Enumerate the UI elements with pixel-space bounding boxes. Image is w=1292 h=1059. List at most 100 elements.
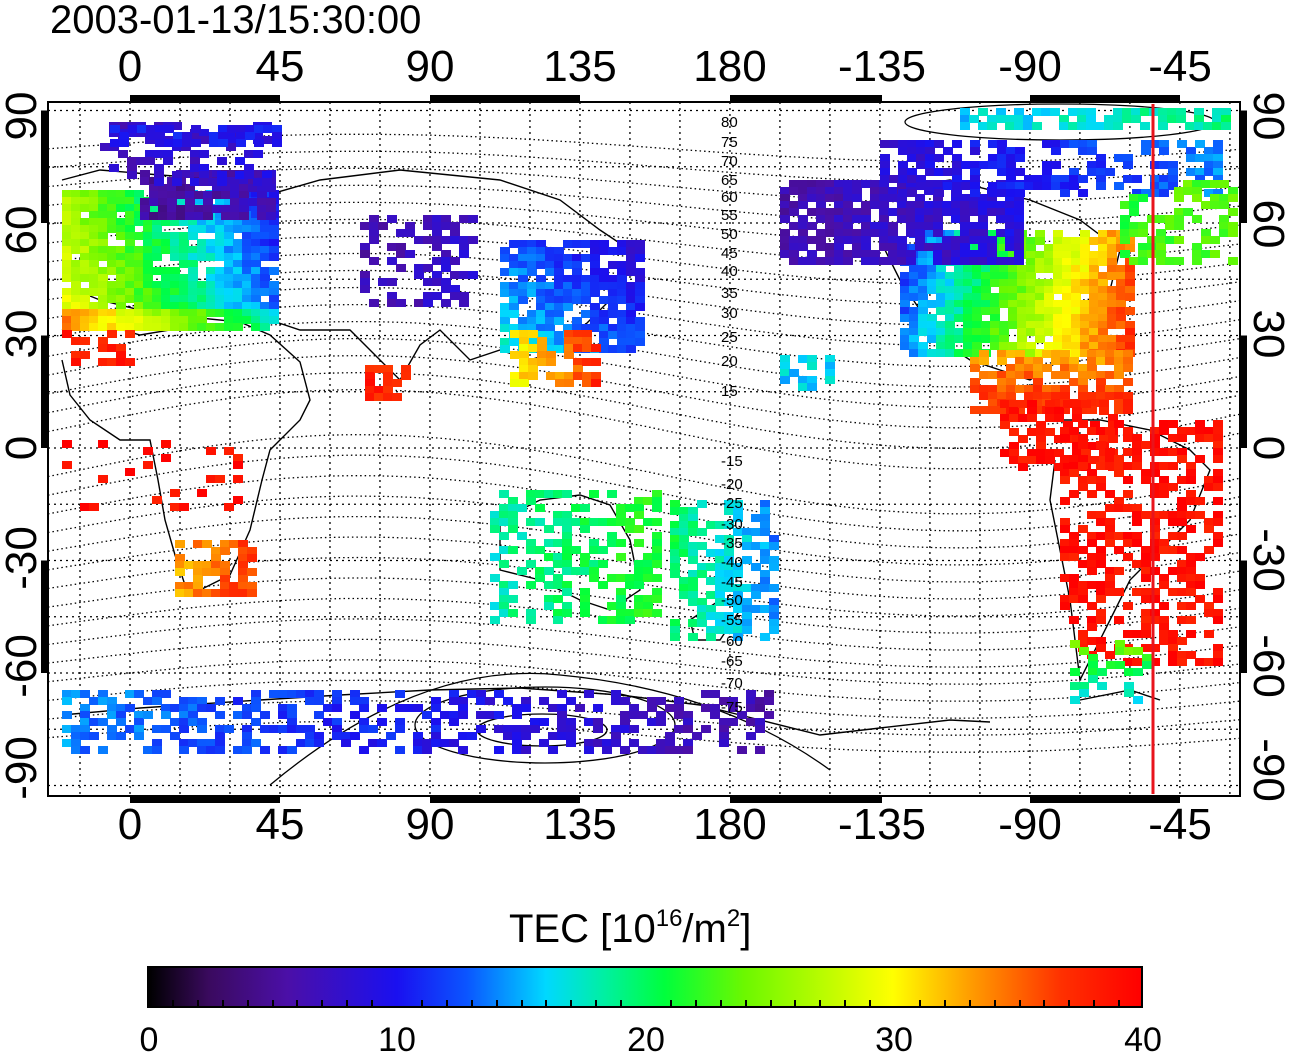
tec-cell <box>242 260 252 268</box>
tec-cell <box>269 232 279 240</box>
tec-cell <box>564 344 574 352</box>
tec-cell <box>563 275 573 283</box>
tec-cell <box>224 246 234 254</box>
tec-cell <box>278 725 288 733</box>
tec-cell <box>553 539 563 547</box>
tec-cell <box>413 732 423 740</box>
tec-cell <box>116 358 126 366</box>
colorbar-minor-tick <box>1093 1000 1096 1008</box>
tec-cell <box>888 236 898 244</box>
tec-cell <box>626 303 636 311</box>
tec-cell <box>476 725 486 733</box>
tec-cell <box>98 211 108 219</box>
tec-cell <box>1096 462 1106 470</box>
contour-label: 15 <box>721 383 738 400</box>
tec-cell <box>512 725 522 733</box>
tec-cell <box>1027 400 1037 408</box>
tec-cell <box>972 328 982 336</box>
tec-cell <box>1087 553 1097 561</box>
colorbar-minor-tick <box>620 1000 623 1008</box>
tec-cell <box>1096 350 1106 358</box>
tec-cell <box>617 331 627 339</box>
tec-cell <box>996 208 1006 216</box>
tec-cell <box>798 355 808 363</box>
tec-cell <box>906 257 916 265</box>
tec-cell <box>1204 189 1214 197</box>
tec-cell <box>1213 532 1223 540</box>
tec-cell <box>179 218 189 226</box>
tec-cell <box>1124 668 1134 676</box>
tec-cell <box>616 595 626 603</box>
tec-cell <box>62 218 72 226</box>
tec-cell <box>798 194 808 202</box>
tec-cell <box>1015 406 1025 414</box>
colorbar-minor-tick <box>1068 1000 1071 1008</box>
tec-cell <box>670 556 680 564</box>
tec-cell <box>1204 168 1214 176</box>
tec-cell <box>405 222 415 230</box>
tec-cell <box>906 222 916 230</box>
tec-cell <box>143 302 153 310</box>
bottom-tick-label: -45 <box>1148 800 1212 849</box>
tec-cell <box>996 108 1006 116</box>
tec-cell <box>807 208 817 216</box>
tec-cell <box>242 218 252 226</box>
tec-cell <box>643 574 653 582</box>
tec-cell <box>360 250 370 258</box>
tec-cell <box>161 288 171 296</box>
tec-cell <box>365 379 375 387</box>
tec-cell <box>89 190 99 198</box>
tec-cell <box>683 711 693 719</box>
tec-cell <box>539 697 549 705</box>
tec-cell <box>1060 518 1070 526</box>
tec-cell <box>652 588 662 596</box>
tec-cell <box>1069 364 1079 372</box>
tec-cell <box>1026 321 1036 329</box>
tec-cell <box>942 201 952 209</box>
contour-label: 45 <box>721 245 738 262</box>
tec-cell <box>140 212 150 220</box>
tec-cell <box>945 342 955 350</box>
tec-cell <box>852 208 862 216</box>
tec-cell <box>1070 640 1080 648</box>
tec-cell <box>431 725 441 733</box>
tec-cell <box>197 746 207 754</box>
tec-cell <box>387 292 397 300</box>
tec-cell <box>572 240 582 248</box>
tec-cell <box>1087 427 1097 435</box>
tec-cell <box>934 140 944 148</box>
tec-cell <box>1150 469 1160 477</box>
tec-cell <box>780 236 790 244</box>
tec-cell <box>253 150 263 158</box>
tec-cell <box>143 746 153 754</box>
tec-cell <box>701 725 711 733</box>
tec-cell <box>553 595 563 603</box>
tec-cell <box>1228 208 1238 216</box>
tec-cell <box>152 323 162 331</box>
tec-cell <box>247 568 257 576</box>
tec-cell <box>161 274 171 282</box>
tec-cell <box>780 250 790 258</box>
tec-cell <box>536 289 546 297</box>
tec-cell <box>332 704 342 712</box>
tec-cell <box>233 302 243 310</box>
tec-cell <box>143 274 153 282</box>
tec-cell <box>900 279 910 287</box>
contour-label: 30 <box>721 305 738 322</box>
tec-cell <box>1132 539 1142 547</box>
tec-cell <box>1069 546 1079 554</box>
tec-cell <box>572 289 582 297</box>
right-tick-label: 0 <box>1244 435 1292 461</box>
tec-cell <box>152 239 162 247</box>
tec-cell <box>80 232 90 240</box>
tec-cell <box>620 746 630 754</box>
tec-cell <box>1194 122 1204 130</box>
tec-cell <box>440 711 450 719</box>
tec-cell <box>688 507 698 515</box>
tec-cell <box>1072 442 1082 450</box>
tec-cell <box>1168 567 1178 575</box>
tec-cell <box>1009 400 1019 408</box>
tec-cell <box>1120 215 1130 223</box>
tec-cell <box>1068 122 1078 130</box>
tec-cell <box>1089 314 1099 322</box>
